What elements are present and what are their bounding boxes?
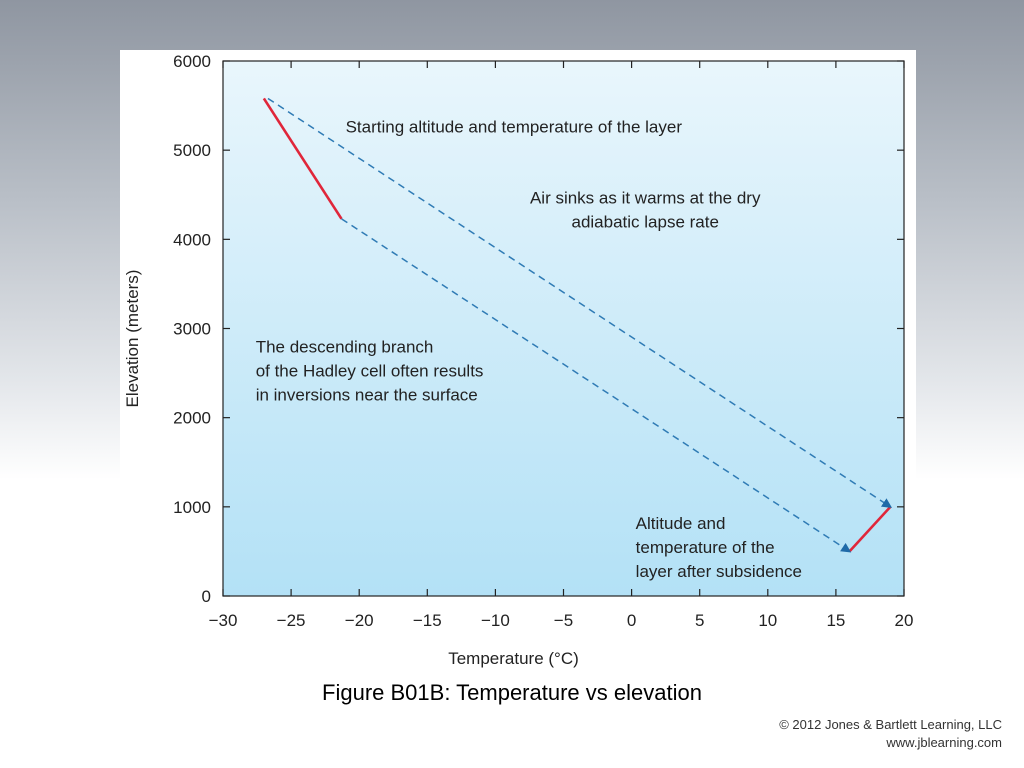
y-tick-label: 0 (202, 587, 211, 606)
annotation: Starting altitude and temperature of the… (346, 117, 683, 136)
annotation: Altitude and temperature of the layer afte… (636, 514, 802, 581)
x-tick-label: 10 (758, 611, 777, 630)
plot-area (222, 60, 905, 597)
copyright-notice: © 2012 Jones & Bartlett Learning, LLC ww… (779, 716, 1002, 752)
x-tick-label: −15 (413, 611, 442, 630)
temperature-elevation-chart: −30 −25 −20 −15 −10 −5 0 5 10 15 20 0 1000 2000 3000 40… (123, 52, 914, 668)
y-tick-label: 5000 (173, 141, 211, 160)
x-axis-title: Temperature (°C) (448, 649, 579, 668)
initial-layer-line (262, 97, 343, 220)
y-tick-label: 2000 (173, 409, 211, 428)
y-tick-label: 4000 (173, 230, 211, 249)
annotation: The descending branch of the Hadley cell … (256, 338, 484, 405)
y-tick-label: 1000 (173, 498, 211, 517)
y-tick-label: 3000 (173, 320, 211, 339)
x-tick-label: 5 (695, 611, 704, 630)
x-tick-label: −25 (277, 611, 306, 630)
x-tick-label: −10 (481, 611, 510, 630)
x-tick-label: −5 (554, 611, 573, 630)
top-descent-line (267, 97, 893, 508)
y-tick-label: 6000 (173, 52, 211, 71)
annotation: Air sinks as it warms at the dry adiabati… (530, 189, 761, 232)
x-tick-label: −20 (345, 611, 374, 630)
x-tick-label: 0 (627, 611, 636, 630)
x-tick-label: −30 (209, 611, 238, 630)
figure-panel: −30 −25 −20 −15 −10 −5 0 5 10 15 20 0 1000 2000 3000 40… (120, 50, 916, 672)
copyright-line: © 2012 Jones & Bartlett Learning, LLC (779, 717, 1002, 732)
x-tick-label: 15 (826, 611, 845, 630)
bottom-descent-line (341, 218, 852, 553)
final-layer-line (848, 505, 892, 553)
y-axis-title: Elevation (meters) (123, 270, 142, 408)
copyright-url: www.jblearning.com (886, 735, 1002, 750)
figure-caption: Figure B01B: Temperature vs elevation (322, 680, 702, 705)
x-tick-label: 20 (895, 611, 914, 630)
